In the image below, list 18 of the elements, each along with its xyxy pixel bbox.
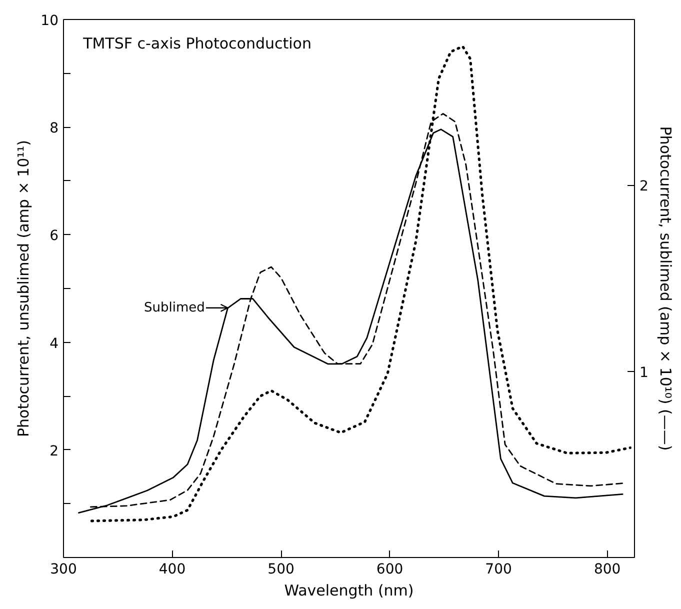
y2-tick-label: 2 [640, 178, 648, 195]
x-tick-label: 500 [268, 562, 294, 578]
y-tick-label: 2 [50, 443, 59, 460]
y2-tick-label: 1 [640, 364, 648, 381]
x-tick-label: 800 [594, 562, 621, 578]
x-tick-label: 700 [485, 562, 512, 578]
text: TMTSF c-axis Photoconduction [82, 34, 312, 53]
annotation: Sublimed [144, 300, 205, 316]
x-tick-label: 600 [376, 562, 404, 578]
y2-axis-title: Photocurrent, sublimed (amp × 10¹⁰) (——) [656, 126, 674, 451]
y-tick-label: 10 [40, 13, 59, 29]
y-tick-label: 4 [50, 336, 59, 352]
y-tick-label: 6 [50, 228, 59, 244]
y-tick-label: 8 [50, 120, 59, 137]
y-axis-title: Photocurrent, unsublimed (amp × 10¹¹) [14, 140, 33, 437]
x-tick-label: 400 [158, 562, 186, 578]
x-tick-label: 300 [50, 562, 77, 578]
x-axis-title: Wavelength (nm) [284, 582, 414, 600]
